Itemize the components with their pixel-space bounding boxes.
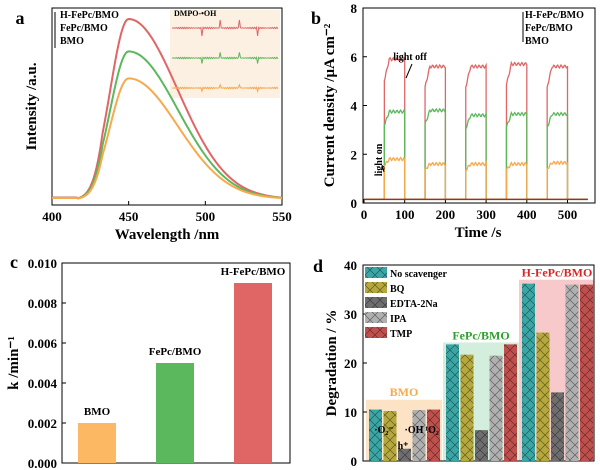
bar-hatch: [522, 283, 535, 461]
spectrum-line-2: [52, 77, 283, 200]
epr-line-0: [171, 19, 279, 37]
spectrum-line-0: [52, 17, 283, 200]
y-tick-label: 6: [351, 50, 358, 65]
photocurrent-line-0: [364, 56, 588, 200]
species-label: ·O₂⁻: [374, 425, 393, 436]
x-tick-label: 400: [42, 209, 62, 224]
legend-hatch: [365, 312, 387, 323]
axes-frame: [51, 7, 283, 206]
group-label: FePc/BMO: [452, 328, 509, 342]
annotation-arrow: [381, 164, 385, 173]
bar-hatch: [412, 410, 426, 461]
legend-hatch: [365, 267, 387, 278]
y-tick-label: 10: [344, 405, 357, 420]
x-tick-label: 500: [196, 209, 216, 224]
y-axis-label: k /min⁻¹: [6, 336, 22, 390]
annotation-arrow: [405, 63, 413, 79]
x-tick-label: 400: [517, 207, 537, 222]
legend-item: H-FePc/BMO: [60, 10, 119, 21]
x-tick-label: 450: [119, 209, 139, 224]
bar-hatch: [446, 344, 459, 461]
panel-label: a: [16, 8, 25, 28]
y-tick-label: 0.006: [28, 336, 58, 351]
bar-label: BMO: [84, 406, 111, 418]
y-tick-label: 0: [351, 454, 358, 469]
inset-label: DMPO-•OH: [174, 9, 217, 18]
legend-item: BQ: [390, 284, 405, 295]
y-axis-label: Current density /μA cm⁻²: [322, 23, 338, 187]
y-axis-label: Degradation / %: [324, 310, 340, 417]
bar-label: H-FePc/BMO: [221, 266, 286, 278]
annotation-light-on: light on: [374, 143, 385, 176]
species-label: ¹O₂: [425, 425, 439, 436]
bar-hatch: [460, 354, 474, 461]
panel-label: c: [10, 252, 18, 272]
legend-item: BMO: [525, 36, 549, 47]
x-tick-label: 0: [361, 207, 368, 222]
y-tick-label: 40: [344, 258, 357, 273]
x-tick-label: 550: [272, 209, 292, 224]
axes-frame: [362, 7, 596, 204]
y-axis-label: Intensity /a.u.: [24, 62, 40, 150]
inset-background: [170, 10, 280, 98]
x-tick-label: 200: [436, 207, 456, 222]
group-label: BMO: [390, 385, 419, 399]
bar-hatch: [504, 344, 517, 461]
species-label: h⁺: [398, 441, 409, 452]
bar-hatch: [536, 332, 550, 461]
bar-0: [78, 423, 116, 463]
y-tick-label: 0.000: [28, 456, 57, 470]
bar-1: [156, 363, 194, 463]
legend-item: EDTA-2Na: [390, 299, 438, 310]
bar-hatch: [398, 448, 411, 461]
annotation-light-off: light off: [393, 52, 427, 63]
bar-hatch: [580, 284, 593, 461]
x-tick-label: 500: [558, 207, 578, 222]
bar-hatch: [383, 411, 397, 461]
x-tick-label: 300: [476, 207, 496, 222]
y-tick-label: 0.002: [28, 416, 57, 431]
legend-item: FePc/BMO: [60, 23, 108, 34]
legend-item: No scavenger: [390, 269, 447, 280]
bar-label: FePc/BMO: [149, 346, 202, 358]
panel-label: b: [311, 8, 321, 28]
y-tick-label: 0: [351, 196, 358, 211]
bar-hatch: [475, 430, 488, 461]
y-tick-label: 0.004: [28, 376, 58, 391]
y-tick-label: 30: [344, 307, 357, 322]
bar-hatch: [565, 284, 579, 461]
bar-hatch: [369, 409, 382, 461]
bar-hatch: [489, 355, 503, 461]
y-tick-label: 8: [351, 1, 358, 16]
x-tick-label: 100: [395, 207, 415, 222]
legend-item: H-FePc/BMO: [525, 10, 584, 21]
legend-item: IPA: [390, 314, 407, 325]
y-tick-label: 20: [344, 356, 357, 371]
photocurrent-line-2: [364, 156, 588, 200]
x-axis-label: Time /s: [455, 225, 502, 241]
x-axis-label: Wavelength /nm: [115, 227, 220, 243]
legend-item: BMO: [60, 36, 84, 47]
y-tick-label: 4: [351, 99, 358, 114]
bar-2: [234, 283, 272, 463]
legend-hatch: [365, 282, 387, 293]
species-label: ·OH: [405, 425, 424, 436]
legend-item: TMP: [390, 329, 412, 340]
bar-hatch: [551, 392, 564, 461]
panel-label: d: [313, 256, 323, 276]
epr-line-1: [171, 52, 279, 64]
photocurrent-line-1: [364, 107, 588, 200]
legend-hatch: [365, 327, 387, 338]
spectrum-line-1: [52, 50, 283, 200]
y-tick-label: 0.008: [28, 296, 58, 311]
y-tick-label: 0.010: [28, 256, 57, 271]
epr-line-2: [171, 83, 279, 94]
bar-hatch: [427, 409, 440, 461]
legend-hatch: [365, 297, 387, 308]
group-label: H-FePc/BMO: [522, 266, 593, 280]
y-tick-label: 2: [351, 147, 358, 162]
legend-item: FePc/BMO: [525, 23, 573, 34]
